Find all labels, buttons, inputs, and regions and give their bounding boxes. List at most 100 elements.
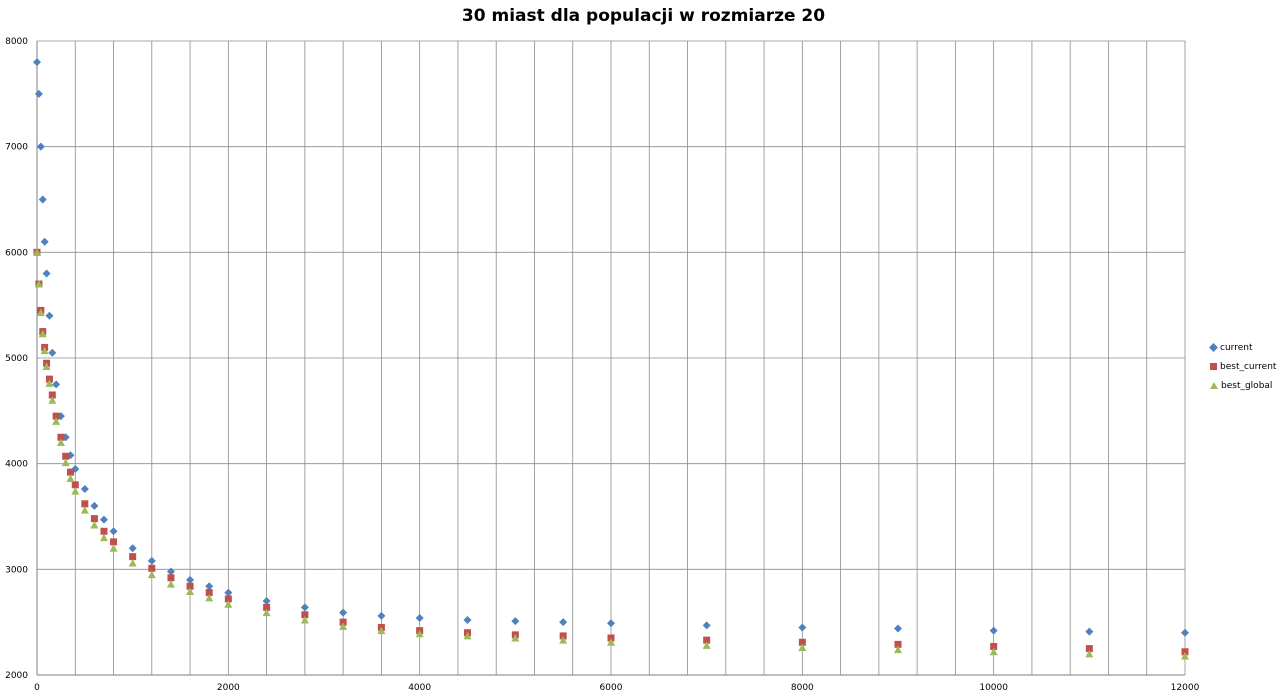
data-point — [66, 474, 75, 482]
data-point — [894, 624, 902, 633]
data-point — [57, 433, 65, 441]
data-point — [798, 638, 806, 646]
legend-item-best-current: best_current — [1210, 357, 1276, 376]
data-point — [109, 527, 118, 536]
data-point — [559, 618, 568, 627]
data-point — [511, 634, 520, 642]
data-point — [99, 515, 108, 524]
data-point — [1181, 628, 1189, 637]
data-point — [42, 269, 51, 278]
data-point — [205, 589, 213, 597]
data-point — [100, 527, 108, 535]
legend-item-best-global: best_global — [1210, 376, 1276, 395]
data-point — [62, 452, 70, 460]
data-point — [511, 617, 520, 626]
x-tick-label: 0 — [34, 683, 40, 693]
data-point — [463, 631, 472, 640]
data-point — [607, 619, 615, 628]
data-point — [80, 506, 89, 514]
data-point — [90, 501, 99, 510]
data-point — [559, 636, 568, 644]
data-point — [148, 564, 156, 572]
data-point — [702, 641, 711, 649]
data-point — [1085, 645, 1093, 653]
data-point — [38, 329, 47, 338]
data-point — [186, 587, 195, 596]
data-point — [798, 643, 807, 652]
data-point — [1085, 627, 1094, 636]
data-point — [71, 481, 79, 489]
data-point — [703, 636, 711, 644]
data-point — [48, 396, 57, 404]
data-point — [128, 544, 137, 553]
data-point — [205, 593, 214, 602]
data-point — [33, 58, 41, 67]
data-point — [166, 580, 175, 588]
data-point — [339, 618, 347, 626]
data-point — [128, 558, 137, 567]
data-point — [301, 611, 309, 619]
legend-item-current: current — [1209, 338, 1276, 357]
x-tick-label: 2000 — [217, 683, 240, 693]
data-point — [33, 248, 41, 256]
data-point — [45, 311, 54, 320]
data-point — [40, 237, 49, 246]
data-point — [262, 608, 271, 617]
data-point — [109, 544, 118, 552]
data-point — [559, 632, 567, 640]
y-tick-label: 5000 — [5, 354, 28, 364]
data-point — [990, 642, 998, 650]
x-tick-label: 4000 — [408, 683, 431, 693]
data-point — [36, 142, 45, 151]
data-points — [33, 58, 1189, 660]
legend: current best_current best_global — [1209, 338, 1276, 395]
data-point — [147, 556, 156, 565]
data-point — [42, 362, 51, 370]
data-point — [607, 638, 615, 646]
data-point — [300, 616, 309, 624]
data-point — [52, 380, 61, 389]
y-tick-label: 8000 — [5, 37, 28, 47]
data-point — [224, 600, 233, 608]
data-point — [99, 533, 108, 542]
data-point — [300, 603, 309, 612]
data-point — [224, 588, 233, 597]
data-point — [262, 597, 271, 606]
y-tick-label: 6000 — [5, 248, 28, 258]
data-point — [52, 412, 60, 420]
data-point — [205, 582, 214, 591]
data-point — [415, 629, 424, 638]
legend-label: best_current — [1220, 361, 1277, 372]
data-point — [34, 280, 43, 288]
data-point — [52, 417, 61, 425]
data-point — [607, 634, 615, 642]
data-point — [894, 645, 902, 654]
data-point — [38, 195, 47, 204]
data-point — [66, 468, 74, 476]
data-point — [80, 485, 89, 494]
data-point — [186, 575, 195, 584]
data-point — [81, 500, 89, 508]
data-point — [702, 621, 711, 630]
data-point — [989, 626, 998, 635]
data-point — [129, 553, 137, 561]
data-point — [377, 626, 386, 635]
data-point — [45, 379, 54, 387]
x-tick-label: 6000 — [600, 683, 623, 693]
data-point — [90, 515, 98, 523]
data-point — [1181, 648, 1189, 656]
data-point — [166, 567, 175, 576]
data-point — [90, 520, 99, 529]
data-point — [48, 348, 57, 357]
data-point — [167, 574, 175, 582]
data-point — [1181, 651, 1189, 660]
data-point — [224, 595, 232, 603]
x-tick-label: 10000 — [979, 683, 1008, 693]
data-point — [110, 538, 118, 546]
y-tick-label: 4000 — [5, 460, 28, 470]
data-point — [186, 582, 194, 590]
data-point — [339, 622, 348, 630]
data-point — [48, 391, 56, 399]
data-point — [463, 616, 472, 625]
